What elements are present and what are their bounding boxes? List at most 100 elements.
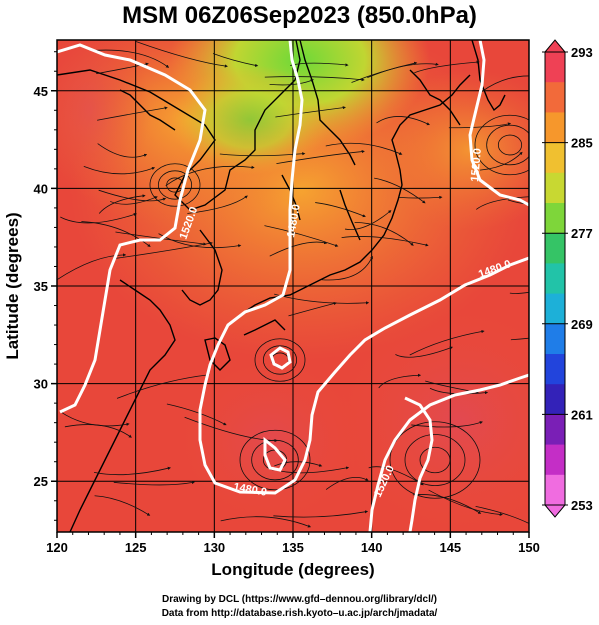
streamline <box>95 49 170 68</box>
streamline <box>399 195 443 199</box>
streamline <box>275 106 346 118</box>
streamline-swirl <box>157 170 193 200</box>
wind-streamlines <box>57 41 529 528</box>
x-tick-label: 135 <box>282 540 304 555</box>
colorbar-segment <box>545 172 565 204</box>
contour-label: 1480.0 <box>232 481 267 499</box>
x-tick-label: 130 <box>203 540 225 555</box>
colorbar-segment <box>545 233 565 264</box>
x-tick-label: 120 <box>46 540 68 555</box>
streamline <box>274 461 323 467</box>
streamline <box>476 196 529 210</box>
streamline <box>276 149 365 165</box>
x-tick-label: 145 <box>439 540 461 555</box>
colorbar-label: 261 <box>571 407 593 422</box>
streamline <box>116 373 210 399</box>
streamline-swirl <box>251 439 299 481</box>
streamline <box>269 241 328 257</box>
streamline <box>448 122 512 129</box>
streamline <box>395 346 453 358</box>
grid-lines <box>57 40 529 532</box>
streamline <box>378 373 422 389</box>
x-tick-label: 150 <box>518 540 540 555</box>
streamline <box>110 196 158 205</box>
colorbar-max-arrow <box>543 39 567 53</box>
colorbar-segment <box>545 142 565 174</box>
colorbar-segment <box>545 474 565 506</box>
streamline <box>351 61 418 83</box>
streamline <box>113 241 213 259</box>
streamline <box>409 329 485 356</box>
contour-label: 1480.0 <box>285 203 303 238</box>
streamline <box>187 195 248 214</box>
credit-line-1: Drawing by DCL (https://www.gfd–dennou.o… <box>161 594 437 605</box>
streamline <box>411 421 483 428</box>
colorbar-label: 269 <box>571 317 593 332</box>
streamline <box>321 255 373 281</box>
streamline <box>475 506 529 524</box>
streamline-swirl <box>419 446 451 474</box>
streamline <box>83 165 156 175</box>
streamline-swirl <box>474 114 529 176</box>
y-tick-label: 45 <box>34 84 48 99</box>
streamline <box>97 106 168 121</box>
streamline-swirl <box>262 345 298 375</box>
colorbar-segment <box>545 112 565 144</box>
colorbar-min-arrow <box>543 504 567 518</box>
geopotential-contours <box>57 40 529 532</box>
colorbar-label: 277 <box>571 226 593 241</box>
streamline <box>325 477 369 490</box>
streamline <box>429 387 489 395</box>
y-tick-label: 35 <box>34 279 48 294</box>
x-axis-ticks: 120 125 130 135 140 145 150 <box>46 532 540 555</box>
streamline <box>344 210 392 230</box>
streamline-swirl <box>149 163 201 207</box>
streamline <box>135 41 228 68</box>
colorbar-segment <box>545 203 565 234</box>
credit-line-2: Data from http://database.rish.kyoto–u.a… <box>161 608 438 619</box>
x-tick-label: 140 <box>361 540 383 555</box>
streamline <box>481 75 529 92</box>
colorbar-label: 253 <box>571 498 593 513</box>
streamline <box>166 403 227 426</box>
streamline <box>57 253 127 281</box>
y-tick-label: 30 <box>34 377 48 392</box>
streamline <box>507 199 529 205</box>
colorbar-label: 293 <box>571 45 593 60</box>
colorbar-segment <box>545 52 565 83</box>
streamline-swirl <box>389 421 481 499</box>
x-tick-label: 125 <box>125 540 147 555</box>
streamline <box>98 194 146 214</box>
y-axis-label: Latitude (degrees) <box>3 212 22 359</box>
streamline <box>288 301 337 317</box>
streamline <box>64 424 132 438</box>
streamline <box>269 79 314 86</box>
streamline <box>94 495 151 516</box>
streamline <box>264 76 365 82</box>
colorbar-segment <box>545 384 565 415</box>
streamline <box>273 510 369 518</box>
streamline <box>510 337 529 341</box>
streamline <box>315 202 366 218</box>
streamline <box>220 516 312 528</box>
streamline <box>354 221 414 246</box>
colorbar-label: 285 <box>571 136 593 151</box>
streamline <box>367 62 439 79</box>
streamline <box>184 416 278 443</box>
streamline-swirl <box>239 429 311 491</box>
streamline <box>264 225 339 247</box>
streamline <box>94 466 172 476</box>
streamline <box>212 53 259 67</box>
colorbar-segment <box>545 323 565 355</box>
streamline <box>81 221 151 248</box>
coastlines <box>57 40 506 532</box>
streamline-swirl <box>486 124 529 166</box>
page-title: MSM 06Z06Sep2023 (850.0hPa) <box>122 2 477 29</box>
streamline <box>374 177 426 204</box>
y-tick-label: 40 <box>34 181 48 196</box>
y-tick-label: 25 <box>34 474 48 489</box>
y-axis-ticks: 25 30 35 40 45 <box>34 51 57 521</box>
colorbar-segment <box>545 354 565 385</box>
x-axis-label: Longitude (degrees) <box>211 560 374 579</box>
colorbar-segment <box>545 293 565 325</box>
